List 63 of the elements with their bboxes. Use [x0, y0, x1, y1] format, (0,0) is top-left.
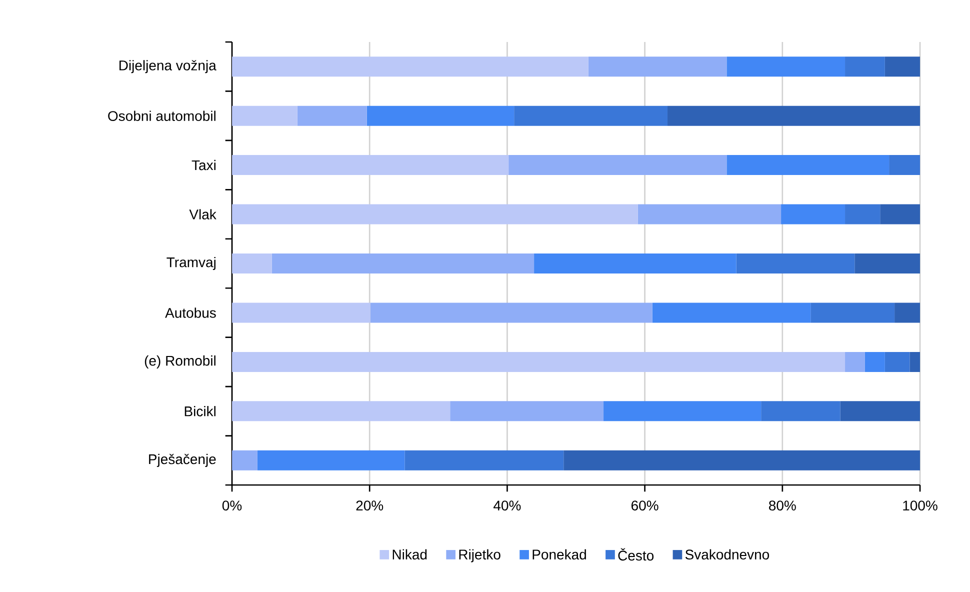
x-tick-label: 80% — [769, 500, 796, 511]
bar — [781, 204, 846, 224]
bar — [668, 106, 920, 126]
bar — [894, 302, 920, 323]
bar — [726, 56, 846, 77]
legend-label: Nikad — [392, 549, 427, 560]
bar — [845, 204, 880, 224]
bar — [880, 204, 920, 224]
bar — [232, 254, 272, 274]
bar — [810, 302, 895, 323]
bar — [232, 401, 450, 422]
bar — [232, 56, 588, 77]
y-tick-label: Autobus — [165, 308, 216, 318]
bar — [508, 155, 727, 176]
y-tick-label: Bicikl — [184, 406, 216, 416]
legend-label: Ponekad — [532, 549, 586, 560]
bar — [404, 450, 564, 470]
y-tick-label: (e) Romobil — [144, 355, 216, 368]
legend-label: Rijetko — [459, 549, 500, 562]
x-tick-label: 100% — [903, 500, 938, 511]
bar — [232, 352, 846, 372]
x-tick-label: 40% — [494, 500, 521, 511]
x-tick-label: 20% — [356, 500, 384, 511]
bar — [514, 106, 668, 126]
bar — [864, 352, 885, 372]
bar — [840, 401, 920, 422]
legend-label: Često — [618, 548, 654, 561]
bar — [761, 401, 840, 422]
y-tick-label: Pješačenje — [149, 454, 216, 467]
bar — [845, 56, 885, 77]
bar — [450, 401, 604, 422]
bar — [736, 254, 855, 274]
bar — [588, 56, 727, 77]
y-tick-label: Osobni automobil — [108, 110, 216, 121]
bar — [534, 254, 736, 274]
x-tick-label: 60% — [632, 500, 658, 511]
y-tick-label: Dijeljena vožnja — [120, 60, 216, 74]
bar — [884, 56, 920, 77]
bar — [884, 352, 910, 372]
bar — [370, 302, 652, 323]
y-tick-label: Taxi — [192, 160, 216, 170]
bar — [845, 352, 865, 372]
bar — [232, 155, 509, 176]
bar — [232, 302, 370, 323]
bar — [638, 204, 782, 224]
bar — [232, 204, 638, 224]
bar — [604, 401, 762, 422]
bar — [652, 302, 811, 323]
bar — [889, 155, 920, 176]
bar — [232, 106, 298, 126]
bar — [854, 254, 920, 274]
x-tick-label: 0% — [222, 500, 242, 511]
bar — [232, 450, 258, 470]
y-tick-label: Tramvaj — [166, 256, 216, 270]
bar — [366, 106, 514, 126]
bar — [272, 254, 534, 274]
y-tick-label: Vlak — [189, 209, 216, 220]
bar — [910, 352, 920, 372]
bar — [726, 155, 890, 176]
legend-label: Svakodnevno — [685, 549, 770, 560]
bar — [257, 450, 405, 470]
bar — [297, 106, 367, 126]
bar — [564, 450, 920, 470]
